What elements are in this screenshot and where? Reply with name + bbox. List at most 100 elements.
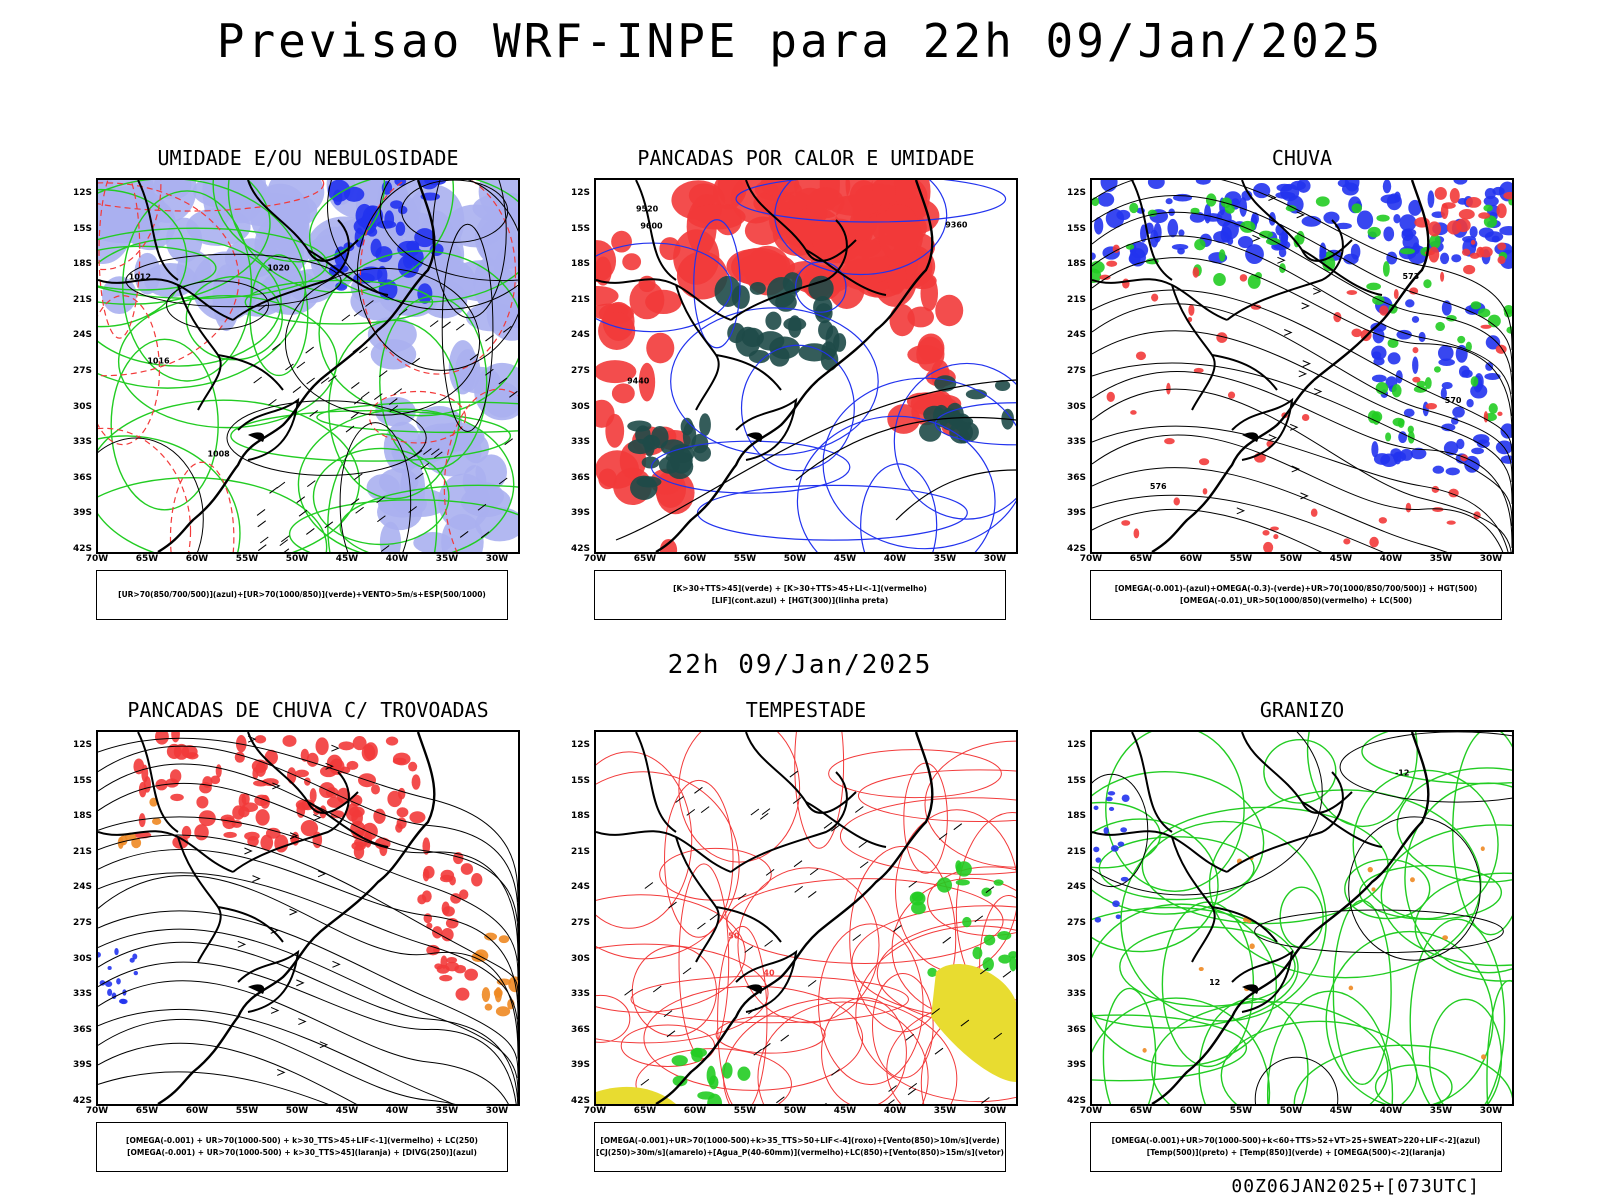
latitude-tick: 15S xyxy=(1066,775,1086,786)
hail-blue xyxy=(1108,806,1115,812)
contour-line xyxy=(735,180,1007,223)
omega-orange xyxy=(1367,866,1373,873)
storm-red xyxy=(712,180,744,210)
wind-vector xyxy=(292,386,302,393)
contour-line xyxy=(1332,899,1392,1086)
rain-blue xyxy=(1399,448,1414,461)
rain-blue xyxy=(1453,180,1468,185)
wind-vector xyxy=(888,1085,897,1092)
thunder-red xyxy=(396,807,409,818)
rain-red xyxy=(1432,507,1444,513)
lagoon xyxy=(248,432,265,442)
wind-vector xyxy=(431,448,440,456)
rain-red xyxy=(1346,290,1358,295)
wind-vector xyxy=(374,393,383,401)
wind-vector xyxy=(1002,970,1012,978)
rain-red xyxy=(1151,293,1159,302)
latitude-tick: 27S xyxy=(1066,918,1086,928)
rain-blue xyxy=(1412,356,1419,374)
wind-vector xyxy=(360,391,370,399)
forecast-map: 1012 1008 1016 1020 xyxy=(96,178,520,554)
contour-line xyxy=(98,427,192,552)
rain-blue xyxy=(1372,328,1385,344)
latitude-tick: 39S xyxy=(72,508,92,519)
rain-green xyxy=(1265,237,1281,245)
storm-red xyxy=(611,230,632,253)
thunder-red xyxy=(421,890,432,903)
latitude-tick: 42S xyxy=(72,544,92,554)
rain-red xyxy=(1434,186,1447,200)
state-border xyxy=(1092,278,1228,321)
rain-green xyxy=(1487,314,1501,328)
contour-line xyxy=(327,433,438,552)
wind-vector xyxy=(354,473,363,480)
rain-blue xyxy=(1153,222,1162,243)
thunder-orange xyxy=(484,932,498,941)
wind-vector xyxy=(281,535,290,543)
latitude-tick: 39S xyxy=(1066,1060,1086,1071)
coastline xyxy=(157,732,436,1104)
latitude-tick: 30S xyxy=(72,953,92,964)
streamline-arrow xyxy=(319,1041,329,1049)
latitude-tick: 33S xyxy=(72,437,92,448)
hail-blue xyxy=(1112,900,1120,908)
rain-blue xyxy=(1441,300,1452,316)
contour-label: 1020 xyxy=(267,264,290,273)
thunder-red xyxy=(392,752,411,766)
wind-vector xyxy=(794,885,803,893)
wind-vector xyxy=(324,521,334,529)
longitude-tick: 55W xyxy=(1229,554,1253,564)
contour-line xyxy=(1254,1056,1339,1104)
rain-blue xyxy=(1393,213,1401,224)
rain-red xyxy=(1449,187,1460,204)
rain-blue xyxy=(1408,199,1422,216)
contour-line xyxy=(1092,906,1299,1029)
legend-line: [Temp(500)](preto) + [Temp(850)](verde) … xyxy=(1146,1148,1446,1157)
wind-vector xyxy=(807,891,817,898)
wind-green xyxy=(936,877,953,893)
rain-red xyxy=(1497,411,1503,417)
storm-red xyxy=(629,280,665,320)
rain-blue xyxy=(1386,251,1398,265)
rain-red xyxy=(1239,274,1248,282)
contour-line xyxy=(1151,1001,1389,1104)
contour-line xyxy=(1339,732,1512,803)
contour-label: 40 xyxy=(763,969,775,978)
longitude-tick: 40W xyxy=(385,554,409,564)
storm-red xyxy=(687,204,746,230)
rain-blue xyxy=(1253,183,1271,199)
contour-line xyxy=(596,994,631,1043)
wind-vector xyxy=(296,496,306,504)
latitude-tick: 21S xyxy=(72,294,92,305)
rain-green xyxy=(1366,282,1382,291)
state-border xyxy=(1241,180,1353,262)
hail-blue xyxy=(1093,805,1099,811)
wind-vector xyxy=(296,361,306,369)
contour-label: 9440 xyxy=(627,376,650,385)
longitude-tick: 45W xyxy=(1329,1106,1353,1116)
streamline-arrow xyxy=(331,744,340,752)
storm-green xyxy=(994,379,1011,392)
storm-green xyxy=(769,336,800,360)
wind-vector xyxy=(485,368,494,376)
thunder-orange xyxy=(151,817,162,825)
storm-red xyxy=(768,198,791,237)
wind-vector xyxy=(306,480,316,487)
thunder-red xyxy=(471,872,483,887)
storm-red xyxy=(676,251,728,300)
latitude-tick: 33S xyxy=(1066,437,1086,448)
divergence-blue xyxy=(114,947,119,956)
rain-blue xyxy=(1410,447,1427,460)
wind-green xyxy=(955,860,962,872)
rain-blue xyxy=(1129,248,1146,267)
longitude-tick: 40W xyxy=(883,1106,907,1116)
longitude-tick: 50W xyxy=(783,1106,807,1116)
longitude-tick: 50W xyxy=(285,554,309,564)
rain-blue xyxy=(1452,406,1465,418)
rain-red xyxy=(1495,344,1507,354)
thunder-red xyxy=(244,831,260,841)
contour-line xyxy=(796,415,996,552)
contour-line xyxy=(1380,824,1512,967)
rain-blue xyxy=(1301,215,1322,227)
omega-orange xyxy=(1442,935,1448,941)
